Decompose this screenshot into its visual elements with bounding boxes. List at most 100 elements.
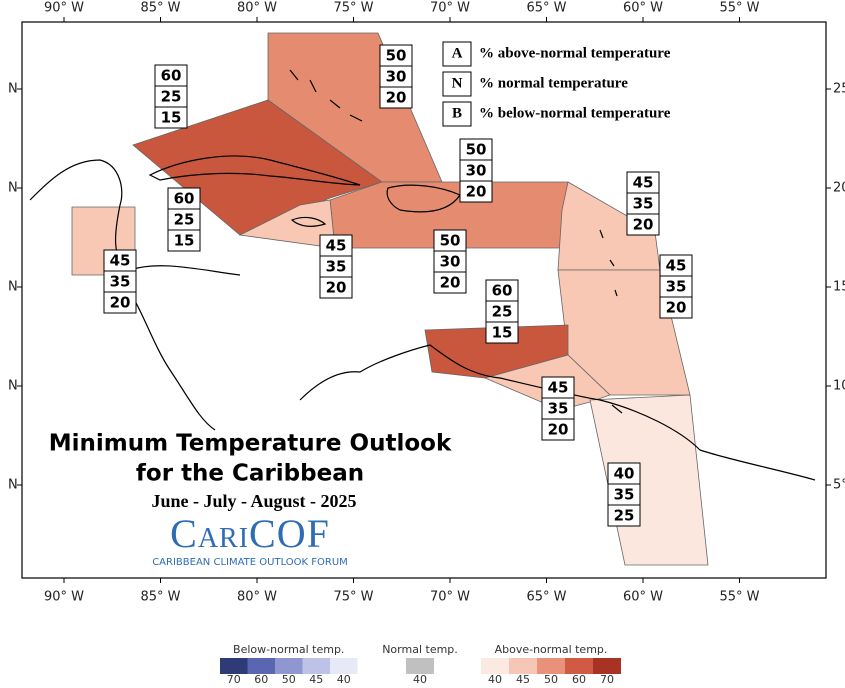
region xyxy=(132,99,383,236)
box-value: 45 xyxy=(110,252,131,270)
box-cell xyxy=(659,296,693,319)
box-value: 20 xyxy=(386,89,407,107)
box-value: 60 xyxy=(492,282,513,300)
box-cell xyxy=(607,504,641,527)
box-value: 50 xyxy=(386,47,407,65)
box-value: 25 xyxy=(614,507,635,525)
legend-swatch xyxy=(275,658,303,674)
lat-label-right: 5° xyxy=(833,478,845,493)
legend-group-title: Above-normal temp. xyxy=(495,643,608,656)
box-value: 15 xyxy=(161,109,182,127)
box-value: 25 xyxy=(174,211,195,229)
lat-label-right: 20 xyxy=(833,181,845,196)
box-value: 45 xyxy=(548,379,569,397)
legend-level: 45 xyxy=(516,673,530,684)
lon-label-top: 60° W xyxy=(623,1,663,16)
legend-swatch xyxy=(509,658,537,674)
box-value: 35 xyxy=(326,258,347,276)
lon-label-top: 55° W xyxy=(719,1,759,16)
box-value: 45 xyxy=(633,174,654,192)
box-cell xyxy=(154,106,188,129)
logo-caption: CARIBBEAN CLIMATE OUTLOOK FORUM xyxy=(152,557,348,568)
box-cell xyxy=(167,229,201,252)
key-letter: A xyxy=(452,45,463,61)
color-legend: Below-normal temp. 70 60 50 45 40 Normal temp.… xyxy=(220,643,621,686)
legend-level: 40 xyxy=(337,673,351,684)
lon-label-top: 65° W xyxy=(526,1,566,16)
box-cell xyxy=(459,180,493,203)
legend-swatch xyxy=(220,658,248,674)
key-letter: N xyxy=(452,75,463,91)
lon-label-top: 70° W xyxy=(430,1,470,16)
region-layer xyxy=(71,32,709,566)
key-box xyxy=(442,41,472,67)
box-value: 30 xyxy=(466,162,487,180)
lon-label-bottom: 85° W xyxy=(140,590,180,605)
lat-label-right: 15 xyxy=(833,280,845,295)
map-frame xyxy=(21,21,827,579)
box-value: 35 xyxy=(548,400,569,418)
lat-label-left: N xyxy=(8,280,18,295)
box-value: 15 xyxy=(492,324,513,342)
box-value: 20 xyxy=(466,183,487,201)
legend-swatch xyxy=(537,658,565,674)
box-value: 20 xyxy=(666,299,687,317)
probability-boxes: 60 25 15 50 30 20 50 30 20 45 35 20 60 25 15 45 35 20 45 35… xyxy=(103,44,693,527)
box-value: 20 xyxy=(440,274,461,292)
legend-level: 70 xyxy=(227,673,241,684)
lon-label-bottom: 75° W xyxy=(333,590,373,605)
lon-label-top: 75° W xyxy=(333,1,373,16)
lon-label-bottom: 80° W xyxy=(237,590,277,605)
box-value: 35 xyxy=(110,273,131,291)
key-text: % normal temperature xyxy=(479,75,628,91)
lon-label-bottom: 65° W xyxy=(526,590,566,605)
subtitle: for the Caribbean xyxy=(136,461,364,487)
key-box xyxy=(442,71,472,97)
coastlines xyxy=(29,69,816,481)
box-cell xyxy=(433,271,467,294)
key-letter: B xyxy=(452,105,462,121)
legend-swatch xyxy=(481,658,509,674)
title: Minimum Temperature Outlook xyxy=(49,431,452,457)
box-value: 35 xyxy=(614,486,635,504)
legend-level: 70 xyxy=(600,673,614,684)
coast-islands xyxy=(289,69,623,414)
key-text: % above-normal temperature xyxy=(479,45,671,61)
lon-label-top: 85° W xyxy=(140,1,180,16)
lon-label-bottom: 90° W xyxy=(44,590,84,605)
lat-label-right: 10 xyxy=(833,379,845,394)
box-value: 25 xyxy=(492,303,513,321)
box-value: 40 xyxy=(614,465,635,483)
legend-swatch xyxy=(330,658,358,674)
box-value: 15 xyxy=(174,232,195,250)
coast-jamaica xyxy=(290,216,327,227)
box-value: 50 xyxy=(440,232,461,250)
box-value: 30 xyxy=(440,253,461,271)
box-value: 20 xyxy=(326,279,347,297)
legend-level: 50 xyxy=(544,673,558,684)
coast-hispaniola xyxy=(386,184,461,213)
lat-label-left: N xyxy=(8,478,18,493)
legend-level: 40 xyxy=(413,673,427,684)
box-cell xyxy=(319,276,353,299)
box-value: 35 xyxy=(666,278,687,296)
coast-cuba xyxy=(148,155,361,186)
lon-label-bottom: 60° W xyxy=(623,590,663,605)
legend-swatch xyxy=(406,658,434,674)
legend-swatch xyxy=(593,658,621,674)
legend-swatch xyxy=(247,658,275,674)
region xyxy=(238,199,336,249)
legend-swatch xyxy=(565,658,593,674)
legend-level: 60 xyxy=(254,673,268,684)
box-value: 30 xyxy=(386,68,407,86)
box-value: 35 xyxy=(633,195,654,213)
box-value: 60 xyxy=(174,190,195,208)
legend-group-title: Below-normal temp. xyxy=(233,643,344,656)
logo: CariCOF xyxy=(170,511,330,556)
legend-level: 45 xyxy=(309,673,323,684)
box-value: 45 xyxy=(666,257,687,275)
season: June - July - August - 2025 xyxy=(151,491,356,511)
legend-level: 40 xyxy=(488,673,502,684)
box-value: 20 xyxy=(548,421,569,439)
